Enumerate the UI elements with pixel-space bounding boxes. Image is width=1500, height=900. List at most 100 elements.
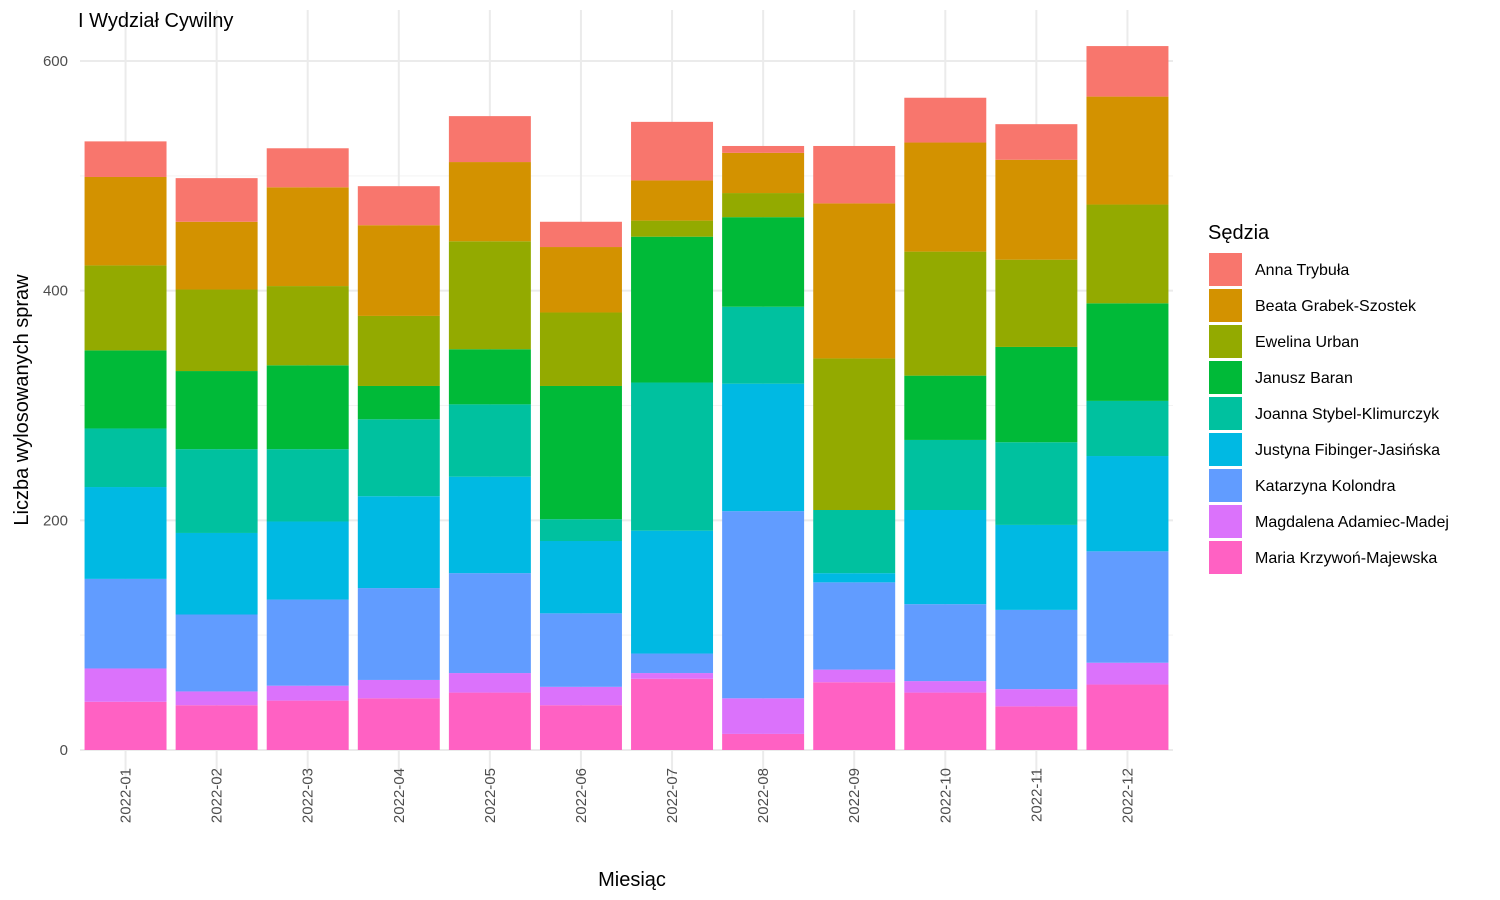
bar-segment — [1086, 456, 1169, 552]
bar-segment — [722, 152, 805, 194]
y-tick-label: 600 — [43, 53, 68, 70]
bar-segment — [1086, 96, 1169, 205]
legend-label: Joanna Stybel-Klimurczyk — [1255, 406, 1440, 423]
bar-segment — [722, 698, 805, 734]
bars-layer — [84, 46, 1169, 750]
bar-segment — [175, 178, 258, 222]
x-tick-label: 2022-10 — [937, 768, 954, 823]
bar-segment — [1086, 46, 1169, 97]
bar-segment — [995, 706, 1078, 750]
bar-segment — [357, 225, 440, 316]
bar-segment — [631, 236, 714, 383]
bar-segment — [266, 449, 349, 522]
bar-segment — [175, 221, 258, 290]
legend-swatch — [1209, 253, 1242, 286]
bar-segment — [1086, 662, 1169, 685]
x-tick-label: 2022-08 — [755, 768, 772, 823]
bar-segment — [722, 511, 805, 699]
bar-segment — [631, 121, 714, 181]
bar-segment — [266, 286, 349, 366]
y-axis-ticks: 0 200 400 600 — [43, 53, 68, 759]
legend-label: Ewelina Urban — [1255, 334, 1359, 351]
bar-segment — [84, 668, 167, 702]
bar-segment — [995, 442, 1078, 525]
bar-segment — [1086, 204, 1169, 304]
bar-segment — [266, 521, 349, 600]
bar-segment — [813, 203, 896, 359]
bar-segment — [84, 428, 167, 488]
bar-segment — [539, 541, 622, 614]
bar-segment — [357, 698, 440, 750]
bar-segment — [904, 604, 987, 682]
x-axis-ticks: 2022-01 2022-02 2022-03 2022-04 2022-05 2022-… — [118, 768, 1137, 823]
x-tick-label: 2022-02 — [209, 768, 226, 823]
bar-segment — [995, 259, 1078, 347]
bar-segment — [539, 247, 622, 313]
bar-segment — [722, 306, 805, 384]
bar-segment — [175, 289, 258, 372]
bar-segment — [813, 582, 896, 670]
bar-segment — [904, 509, 987, 605]
bar-segment — [84, 176, 167, 266]
bar-segment — [631, 220, 714, 237]
bar-segment — [722, 217, 805, 307]
bar-segment — [84, 701, 167, 750]
bar-segment — [904, 692, 987, 750]
legend-label: Magdalena Adamiec-Madej — [1255, 514, 1449, 531]
bar-segment — [539, 385, 622, 520]
bar-segment — [448, 116, 531, 163]
chart-title: I Wydział Cywilny — [78, 10, 233, 32]
bar-segment — [357, 315, 440, 386]
bar-segment — [266, 187, 349, 287]
bar-segment — [539, 519, 622, 542]
bar-segment — [357, 419, 440, 497]
bar-segment — [904, 439, 987, 510]
bar-segment — [448, 162, 531, 242]
y-axis-title: Liczba wylosowanych spraw — [11, 274, 33, 526]
x-tick-label: 2022-05 — [482, 768, 499, 823]
bar-segment — [175, 614, 258, 692]
bar-segment — [539, 221, 622, 248]
bar-segment — [904, 375, 987, 440]
bar-segment — [84, 141, 167, 177]
bar-segment — [813, 358, 896, 510]
bar-segment — [448, 404, 531, 477]
bar-segment — [904, 251, 987, 376]
bar-segment — [1086, 400, 1169, 457]
x-tick-label: 2022-07 — [664, 768, 681, 823]
bar-segment — [448, 692, 531, 750]
bar-segment — [448, 573, 531, 674]
bar-segment — [357, 679, 440, 699]
x-tick-label: 2022-11 — [1028, 768, 1045, 822]
legend-swatch — [1209, 469, 1242, 502]
bar-segment — [539, 613, 622, 687]
bar-segment — [631, 653, 714, 674]
bar-segment — [813, 669, 896, 683]
legend-label: Beata Grabek-Szostek — [1255, 298, 1417, 315]
x-tick-label: 2022-04 — [391, 768, 408, 823]
legend-swatch — [1209, 505, 1242, 538]
bar-segment — [631, 180, 714, 221]
bar-segment — [995, 159, 1078, 260]
legend-swatch — [1209, 433, 1242, 466]
bar-segment — [448, 673, 531, 693]
bar-segment — [722, 145, 805, 153]
bar-segment — [995, 346, 1078, 443]
bar-segment — [995, 689, 1078, 707]
bar-segment — [813, 509, 896, 574]
bar-segment — [266, 148, 349, 188]
bar-segment — [266, 599, 349, 686]
bar-segment — [904, 142, 987, 252]
legend-label: Anna Trybuła — [1255, 262, 1349, 279]
bar-segment — [904, 97, 987, 143]
bar-segment — [631, 673, 714, 679]
y-tick-label: 0 — [60, 742, 68, 759]
bar-segment — [722, 383, 805, 512]
legend-label: Maria Krzywoń-Majewska — [1255, 550, 1437, 567]
bar-segment — [995, 124, 1078, 160]
bar-segment — [357, 385, 440, 420]
bar-segment — [631, 382, 714, 531]
bar-segment — [722, 733, 805, 750]
bar-segment — [266, 700, 349, 750]
bar-segment — [357, 496, 440, 589]
